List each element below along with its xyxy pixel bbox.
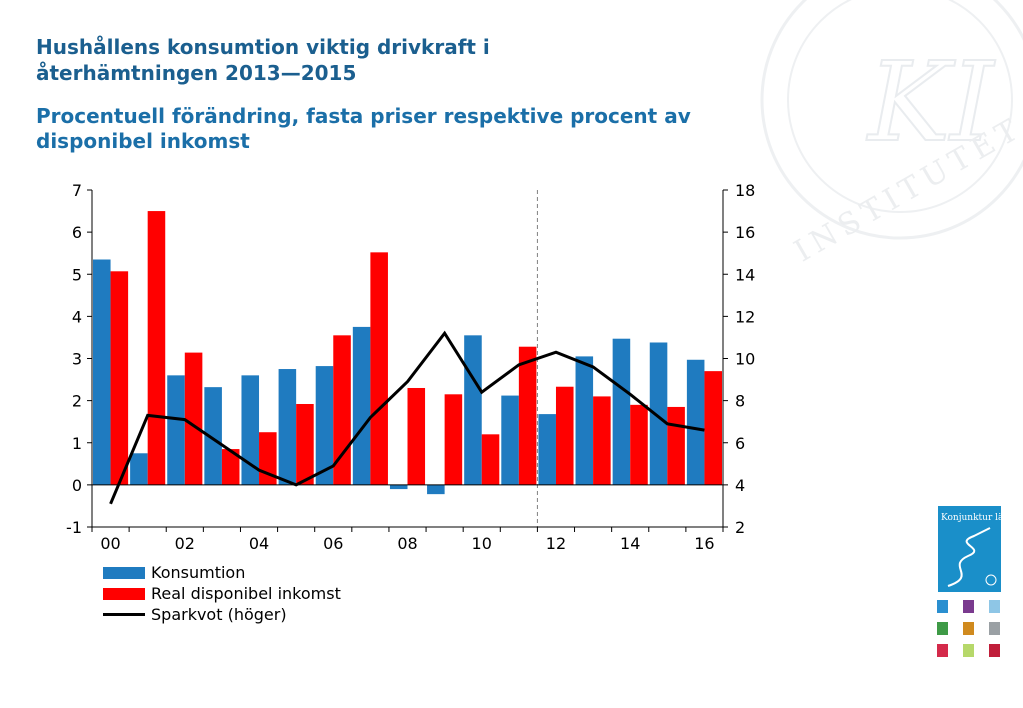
bar-inkomst-07: [370, 252, 388, 485]
bar-inkomst-02: [184, 352, 203, 485]
thumbnail: [963, 644, 974, 657]
x-tick-label: 04: [249, 534, 269, 553]
bar-konsumtion-00: [93, 259, 111, 485]
legend-swatch-sparkvot: [103, 613, 145, 616]
x-tick-label: 02: [175, 534, 195, 553]
legend-item-inkomst: Real disponibel inkomst: [103, 583, 341, 604]
y-right-tick-label: 12: [735, 307, 755, 326]
bar-konsumtion-11: [501, 395, 519, 485]
y-right-tick-label: 8: [735, 392, 745, 411]
bar-inkomst-15: [667, 406, 685, 485]
x-tick-label: 10: [472, 534, 492, 553]
thumbnail: [989, 622, 1000, 635]
ki-watermark-seal: KI INSTITUTET: [760, 0, 1023, 269]
chart-legend: Konsumtion Real disponibel inkomst Spark…: [103, 562, 341, 625]
x-tick-label: 06: [323, 534, 343, 553]
bar-konsumtion-15: [649, 342, 668, 485]
y-left-tick-label: 7: [72, 181, 82, 200]
y-left-tick-label: 0: [72, 476, 82, 495]
y-right-tick-label: 2: [735, 518, 745, 537]
legend-label-inkomst: Real disponibel inkomst: [151, 584, 341, 603]
bar-inkomst-14: [630, 404, 648, 485]
legend-swatch-konsumtion: [103, 566, 145, 579]
bar-inkomst-00: [110, 271, 129, 485]
bar-konsumtion-04: [241, 375, 260, 485]
y-left-tick-label: 2: [72, 392, 82, 411]
y-left-tick-label: -1: [66, 518, 82, 537]
bar-konsumtion-01: [130, 453, 148, 485]
thumbnail: [937, 600, 948, 613]
legend-label-sparkvot: Sparkvot (höger): [151, 605, 287, 624]
bar-konsumtion-09: [427, 484, 445, 495]
bar-konsumtion-12: [538, 414, 556, 485]
thumbnail: [937, 622, 948, 635]
y-left-tick-label: 4: [72, 307, 82, 326]
thumbnail: [989, 600, 1000, 613]
y-right-tick-label: 10: [735, 350, 755, 369]
bar-konsumtion-03: [204, 387, 222, 485]
bar-konsumtion-16: [686, 359, 705, 485]
y-right-tick-label: 14: [735, 265, 755, 284]
bar-konsumtion-10: [464, 335, 482, 485]
legend-swatch-inkomst: [103, 587, 145, 600]
y-left-tick-label: 1: [72, 434, 82, 453]
bar-konsumtion-02: [167, 375, 185, 485]
x-tick-label: 16: [694, 534, 714, 553]
y-left-tick-label: 6: [72, 223, 82, 242]
bar-konsumtion-13: [575, 356, 594, 485]
x-tick-label: 12: [546, 534, 566, 553]
bar-konsumtion-05: [278, 369, 297, 485]
bar-konsumtion-14: [612, 338, 631, 485]
chart-subtitle: Procentuell förändring, fasta priser res…: [36, 104, 691, 153]
legend-label-konsumtion: Konsumtion: [151, 563, 246, 582]
watermark-letters: KI: [866, 38, 996, 166]
legend-item-sparkvot: Sparkvot (höger): [103, 604, 341, 625]
bar-konsumtion-08: [389, 484, 408, 490]
bar-inkomst-09: [444, 394, 463, 485]
konjunkturlaget-cover-logo: Konjunktur läget: [938, 506, 1001, 592]
y-right-tick-label: 6: [735, 434, 745, 453]
bar-inkomst-10: [481, 434, 500, 485]
bar-konsumtion-06: [315, 366, 334, 485]
bar-inkomst-03: [221, 449, 240, 485]
line-sparkvot: [109, 330, 705, 505]
thumbnail: [937, 644, 948, 657]
bar-inkomst-13: [593, 396, 611, 485]
bar-inkomst-01: [147, 211, 166, 485]
y-right-tick-label: 4: [735, 476, 745, 495]
bar-inkomst-16: [704, 371, 722, 485]
x-tick-label: 00: [100, 534, 120, 553]
bar-konsumtion-07: [352, 326, 371, 485]
y-left-tick-label: 3: [72, 350, 82, 369]
legend-item-konsumtion: Konsumtion: [103, 562, 341, 583]
thumbnail: [989, 644, 1000, 657]
bar-inkomst-08: [407, 387, 426, 485]
x-tick-label: 08: [397, 534, 417, 553]
y-right-tick-label: 16: [735, 223, 755, 242]
thumbnail: [963, 622, 974, 635]
thumbnail: [963, 600, 974, 613]
y-right-tick-label: 18: [735, 181, 755, 200]
bar-inkomst-05: [296, 403, 314, 485]
cover-text: Konjunktur läget: [941, 513, 1001, 523]
bar-inkomst-11: [518, 346, 537, 485]
x-tick-label: 14: [620, 534, 640, 553]
bar-inkomst-12: [555, 386, 574, 485]
y-left-tick-label: 5: [72, 265, 82, 284]
chart-title: Hushållens konsumtion viktig drivkraft i…: [36, 35, 490, 85]
